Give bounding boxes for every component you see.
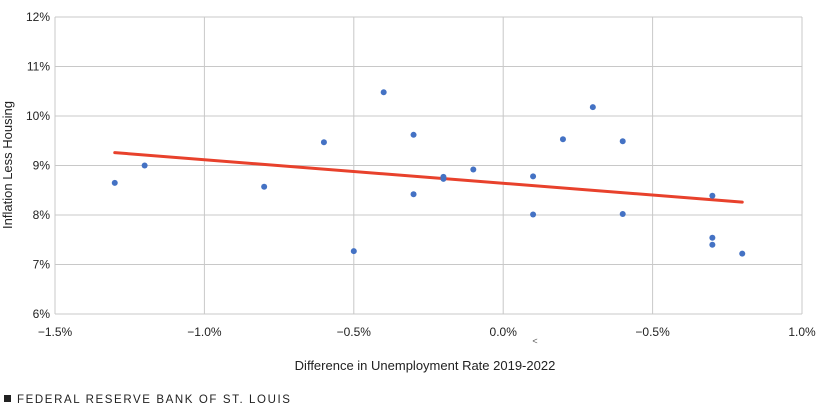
data-point [380,89,387,96]
data-point [619,211,626,218]
data-point [410,191,417,198]
x-tick-label: −1.5% [38,325,73,339]
data-point [709,241,716,248]
y-tick-label: 9% [33,159,51,173]
data-points [111,89,746,257]
data-point [709,192,716,199]
data-point [141,162,148,169]
x-tick-label: −0.5% [337,325,372,339]
x-axis-label: Difference in Unemployment Rate 2019-202… [295,358,556,373]
square-bullet-icon [4,395,11,402]
x-tick-labels: −1.5% −1.0% −0.5% 0.0% −0.5% 1.0% [38,325,816,339]
data-point [709,234,716,241]
data-point [440,175,447,182]
trendline-layer [113,151,744,204]
data-point [350,248,357,255]
data-point [111,179,118,186]
data-point [739,250,746,257]
data-point [589,104,596,111]
source-footer: FEDERAL RESERVE BANK OF ST. LOUIS [4,394,292,406]
x-tick-label: −0.5% [635,325,670,339]
y-tick-labels: 6% 7% 8% 9% 10% 11% 12% [26,10,50,321]
y-axis-label: Inflation Less Housing [0,101,15,229]
y-tick-label: 12% [26,10,50,24]
data-point [470,166,477,173]
data-point [261,183,268,190]
y-tick-label: 11% [27,60,50,74]
data-point [320,139,327,146]
data-point [619,138,626,145]
data-point [530,211,537,218]
data-point [559,136,566,143]
scatter-chart: 6% 7% 8% 9% 10% 11% 12% −1.5% −1.0% −0.5% 0.0% −0.… [0,10,816,373]
annotation-glyph: < [532,336,537,346]
data-point [530,173,537,180]
y-tick-label: 7% [33,258,51,272]
y-tick-label: 10% [26,109,50,123]
footer-text: FEDERAL RESERVE BANK OF ST. LOUIS [17,394,292,406]
data-point [410,131,417,138]
x-tick-label: −1.0% [187,325,222,339]
x-tick-label: 0.0% [490,325,518,339]
grid-lines [54,16,803,315]
trendline [113,151,744,204]
y-tick-label: 8% [33,208,51,222]
x-tick-label: 1.0% [788,325,816,339]
y-tick-label: 6% [33,307,51,321]
